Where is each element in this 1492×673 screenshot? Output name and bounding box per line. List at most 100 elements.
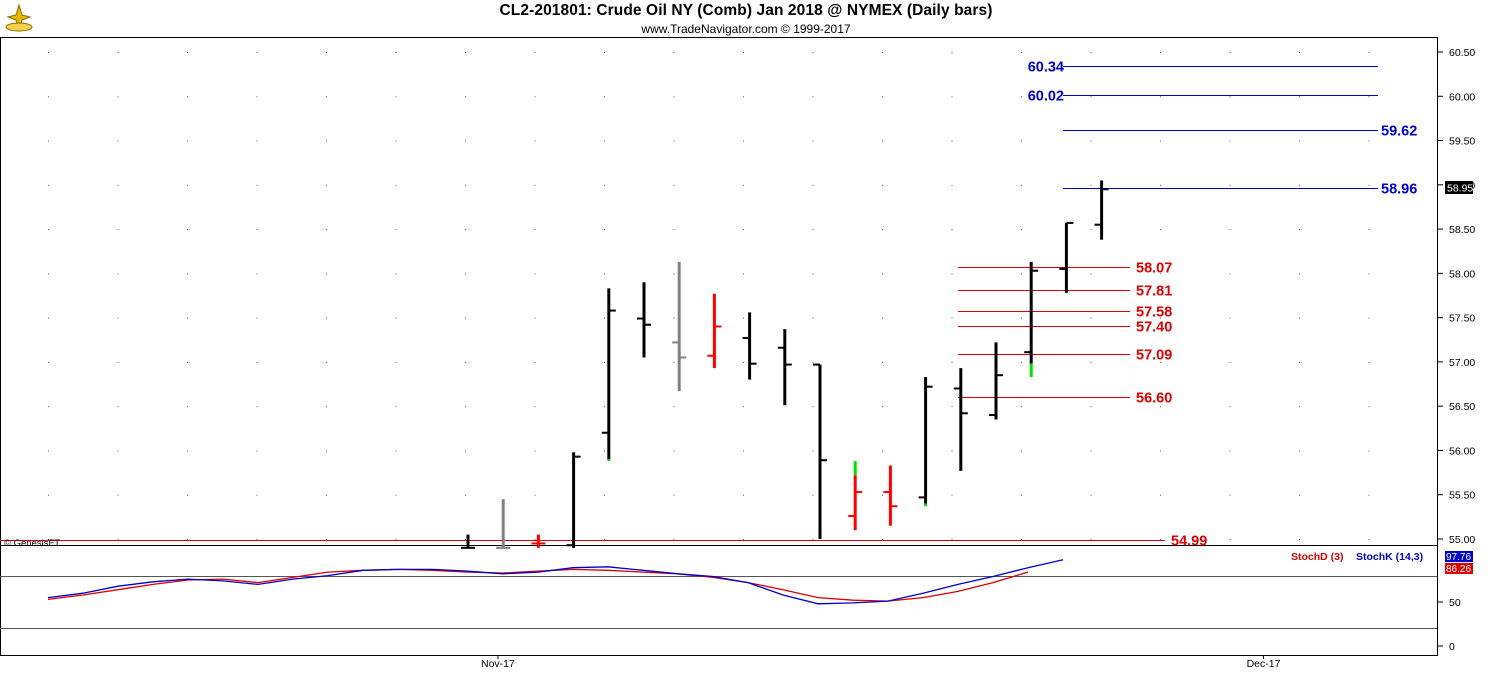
grid-dot — [117, 184, 119, 186]
grid-dot — [534, 494, 536, 496]
grid-dot — [743, 450, 744, 452]
grid-dot — [117, 494, 119, 496]
grid-dot — [395, 317, 397, 319]
grid-dot — [1299, 184, 1300, 186]
grid-dot — [1299, 406, 1300, 408]
level-label: 60.34 — [1028, 60, 1064, 76]
level-label: 58.07 — [1136, 261, 1172, 277]
grid-dot — [1160, 184, 1161, 186]
grid-dot — [48, 450, 49, 452]
grid-dot — [951, 406, 953, 408]
grid-dot — [1368, 140, 1370, 142]
y-tick-label: 55.50 — [1449, 490, 1475, 502]
grid-dot — [673, 273, 675, 275]
level-label: 57.81 — [1136, 284, 1172, 300]
ohlc-bars — [461, 180, 1109, 549]
grid-dot — [604, 494, 605, 496]
grid-dot — [951, 539, 953, 540]
grid-dot — [812, 450, 814, 452]
grid-dot — [1090, 229, 1092, 231]
stochd-legend: StochD (3) — [1291, 551, 1344, 563]
grid-dot — [326, 539, 327, 540]
y-tick-label: 55.00 — [1449, 534, 1475, 546]
grid-dot — [882, 361, 883, 363]
grid-dot — [1160, 96, 1161, 98]
grid-dot — [1160, 273, 1161, 275]
grid-dot — [1090, 539, 1092, 540]
grid-dot — [1090, 96, 1092, 98]
grid-dot — [1160, 140, 1161, 142]
grid-dot — [48, 361, 49, 363]
grid-dot — [1090, 52, 1092, 53]
grid-dot — [951, 184, 953, 186]
grid-dot — [673, 317, 675, 319]
grid-dot — [1368, 539, 1370, 540]
grid-dot — [882, 184, 883, 186]
grid-dot — [812, 96, 814, 98]
grid-dot — [1368, 450, 1370, 452]
grid-dot — [743, 184, 744, 186]
tradenavigator-logo — [5, 3, 33, 32]
grid-dot — [1299, 450, 1300, 452]
grid-dot — [812, 539, 814, 540]
grid-dot — [812, 406, 814, 408]
grid-dot — [117, 273, 119, 275]
grid-dot — [395, 52, 397, 53]
grid-dot — [1229, 229, 1231, 231]
grid-dot — [951, 450, 953, 452]
grid-dot — [48, 406, 49, 408]
grid-dot — [48, 229, 49, 231]
grid-dot — [48, 273, 49, 275]
grid-dot — [1021, 494, 1022, 496]
grid-dot — [882, 406, 883, 408]
grid-dot — [465, 229, 466, 231]
grid-dot — [48, 96, 49, 98]
grid-dot — [673, 539, 675, 540]
grid-dot — [1021, 96, 1022, 98]
grid-dot — [1090, 494, 1092, 496]
grid-dot — [673, 140, 675, 142]
grid-dot — [256, 184, 258, 186]
grid-dot — [187, 184, 188, 186]
grid-dot — [395, 361, 397, 363]
grid-dot — [256, 52, 258, 53]
grid-dot — [395, 450, 397, 452]
stoch-series-line — [47, 559, 1064, 605]
grid-dot — [743, 361, 744, 363]
grid-dot — [673, 406, 675, 408]
grid-dot — [465, 450, 466, 452]
grid-dot — [812, 184, 814, 186]
grid-dot — [1090, 140, 1092, 142]
grid-dot — [604, 96, 605, 98]
grid-dot — [743, 539, 744, 540]
grid-dot — [187, 450, 188, 452]
grid-dot — [1368, 494, 1370, 496]
grid-dot — [534, 140, 536, 142]
grid-dot — [1090, 184, 1092, 186]
y-tick-label: 58.00 — [1449, 268, 1475, 280]
y-tick-label: 56.50 — [1449, 401, 1475, 413]
grid-dot — [604, 539, 605, 540]
grid-dot — [1021, 140, 1022, 142]
grid-dot — [465, 140, 466, 142]
grid-dot — [743, 140, 744, 142]
y-tick-label: 57.50 — [1449, 313, 1475, 325]
grid-dot — [48, 317, 49, 319]
grid-dot — [1368, 52, 1370, 53]
grid-dot — [395, 406, 397, 408]
grid-dot — [1299, 361, 1300, 363]
grid-dot — [1299, 317, 1300, 319]
grid-dot — [1368, 317, 1370, 319]
grid-dot — [534, 52, 536, 53]
grid-dot — [534, 273, 536, 275]
grid-dot — [187, 96, 188, 98]
grid-dot — [395, 539, 397, 540]
grid-dot — [326, 96, 327, 98]
grid-dot — [604, 184, 605, 186]
grid-dot — [812, 361, 814, 363]
grid-dot — [1299, 96, 1300, 98]
grid-dot — [256, 96, 258, 98]
grid-dot — [951, 361, 953, 363]
grid-dot — [1021, 52, 1022, 53]
grid-dot — [256, 494, 258, 496]
